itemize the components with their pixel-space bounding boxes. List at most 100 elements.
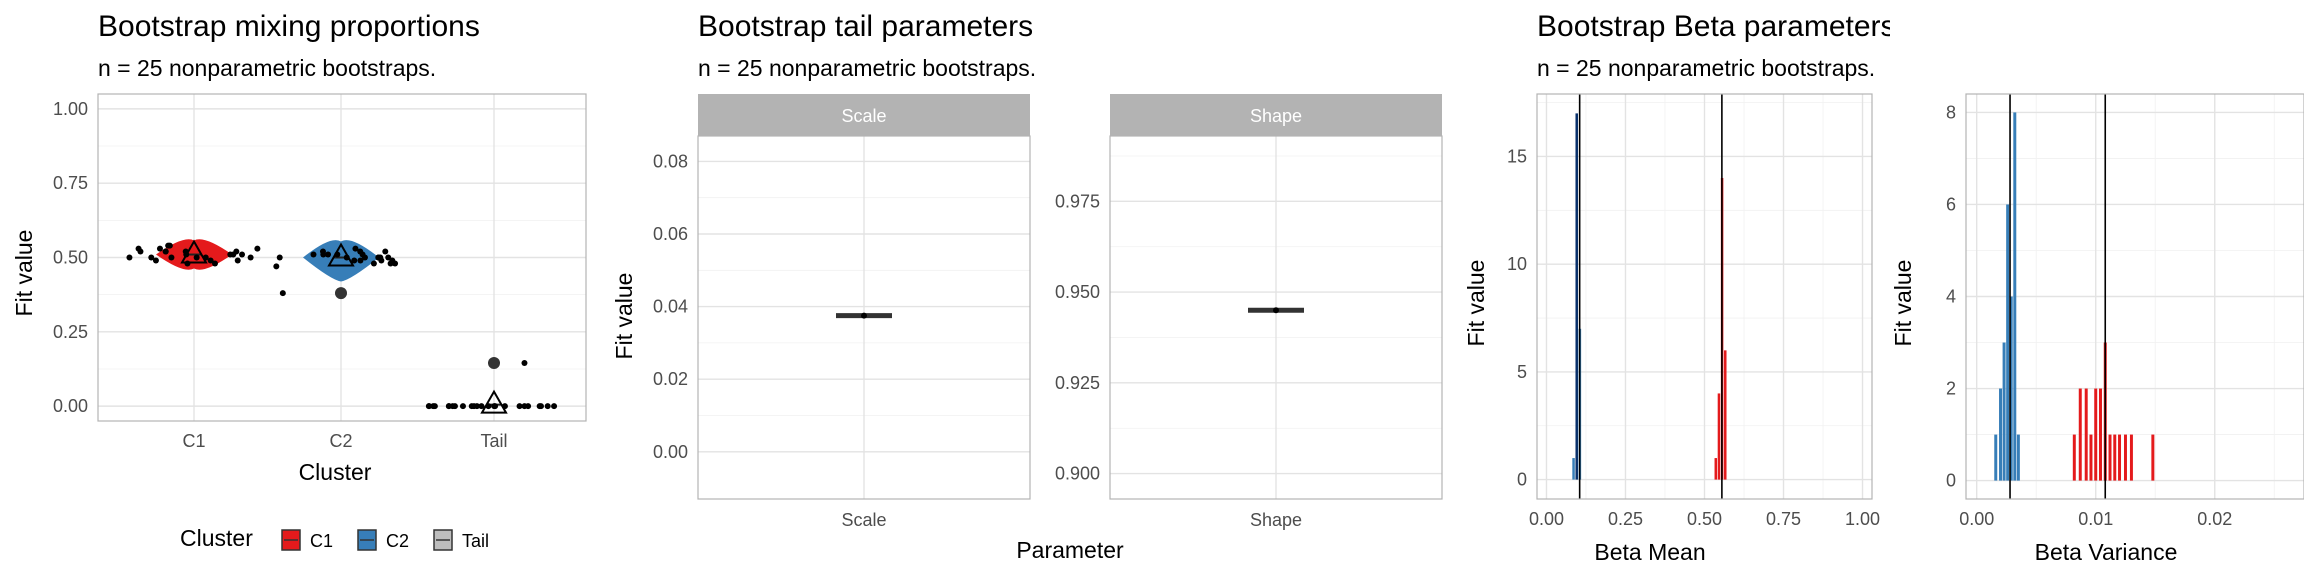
outlier-point [335,287,347,300]
data-point [459,403,466,410]
chart2-facets: Scale 0.00 0.02 0.04 0.06 0.08 Scale Shape 0.900… [653,94,1443,530]
chart3-subtitle: n = 25 nonparametric bootstraps. [1537,55,1875,81]
y-tick-label: 4 [1946,287,1956,307]
histogram-bar-c2 [1575,113,1578,480]
data-point [492,403,499,410]
y-tick-label: 0.04 [653,297,688,317]
y-tick-label: 0 [1517,470,1527,490]
histogram-bar-c1 [2098,388,2102,481]
chart3-panel1-y-axis-label: Fit value [1463,260,1489,347]
point-estimate-marker [480,389,508,414]
data-point [478,403,485,410]
histogram-bar-c2 [2013,112,2017,481]
data-point [156,245,163,252]
y-tick-label: 2 [1946,379,1956,399]
data-point [254,245,261,252]
data-point [247,254,254,261]
data-point [137,248,144,255]
data-point [320,251,327,258]
histogram-bar-c1 [2084,388,2088,481]
chart2-y-axis-label: Fit value [611,273,637,360]
legend-title: Cluster [180,525,253,551]
data-point [445,403,452,410]
data-point [165,242,172,249]
data-point [392,260,399,267]
chart2-x-axis-label: Parameter [1016,537,1124,563]
chart3-panel1-x-axis-label: Beta Mean [1594,539,1705,565]
histogram-bar-c2 [1572,458,1575,480]
histogram-bar-c1 [2108,434,2112,481]
x-tick-label: Scale [841,510,886,530]
y-tick-label: 0.975 [1055,191,1100,211]
data-point [310,251,317,258]
data-point [168,254,175,261]
histogram-bar-c1 [2129,434,2133,481]
x-tick-label: 0.00 [1529,509,1564,529]
x-tick-label: C2 [329,431,352,451]
y-tick-label: 0.00 [653,442,688,462]
y-tick-label: 10 [1507,254,1527,274]
data-point [861,312,867,319]
chart1-x-axis-label: Cluster [299,459,372,485]
y-tick-label: 5 [1517,362,1527,382]
data-point [325,251,332,258]
point-estimate-marker [327,242,355,267]
data-point [361,254,368,261]
y-tick-label: 8 [1946,102,1956,122]
y-tick-label: 0.925 [1055,373,1100,393]
histogram-bar-c1 [2151,434,2155,481]
histogram-bar-c2 [2009,296,2013,481]
histogram-bar-c1 [2089,434,2093,481]
facet-strip-label: Shape [1250,106,1302,126]
facet-strip-scale [698,94,1030,136]
data-point [357,248,364,255]
data-point [276,254,283,261]
data-point [193,254,200,261]
data-point [382,248,389,255]
x-tick-label: Tail [480,431,507,451]
chart3-panel2-y-axis-label: Fit value [1890,260,1916,347]
y-tick-label: 0.50 [53,248,88,268]
outlier-point [488,357,500,370]
data-point [352,245,359,252]
x-tick-label: 0.50 [1687,509,1722,529]
chart1-y-axis-label: Fit value [11,230,37,317]
x-tick-label: 1.00 [1845,509,1880,529]
panel-border [697,135,1031,500]
data-point [468,403,475,410]
histogram-bar-c2 [2016,434,2020,481]
chart1-title: Bootstrap mixing proportions [98,10,480,43]
x-tick-label: 0.25 [1608,509,1643,529]
panel-border [1109,135,1443,500]
histogram-bar-c1 [2123,434,2127,481]
y-tick-label: 0.950 [1055,282,1100,302]
chart3-panel2-x-axis-label: Beta Variance [2035,539,2178,565]
data-point [370,260,377,267]
histogram-bar-c1 [2094,388,2098,481]
data-point [375,254,382,261]
y-tick-label: 0.75 [53,173,88,193]
y-tick-label: 0 [1946,471,1956,491]
histogram-bar-c1 [1717,393,1721,480]
legend-label: C2 [386,531,409,551]
data-point [230,251,237,258]
data-point [239,251,246,258]
y-tick-label: 15 [1507,146,1527,166]
histogram-bar-c2 [2006,204,2010,481]
data-point [126,254,133,261]
facet-strip-shape [1110,94,1442,136]
chart2-subtitle: n = 25 nonparametric bootstraps. [698,55,1036,81]
chart3-title: Bootstrap Beta parameters [1537,10,1896,43]
data-point [431,403,438,410]
data-point [537,403,544,410]
histogram-bar-c1 [1724,350,1727,480]
data-point [152,257,159,264]
data-point [451,403,458,410]
chart1-plot-panel: 0.00 0.25 0.50 0.75 1.00 C1 C2 Tail [53,93,587,451]
x-tick-label: 0.75 [1766,509,1801,529]
data-point [387,260,394,267]
data-point [551,403,558,410]
histogram-bar-c1 [1714,458,1718,480]
panel-border [97,93,587,422]
